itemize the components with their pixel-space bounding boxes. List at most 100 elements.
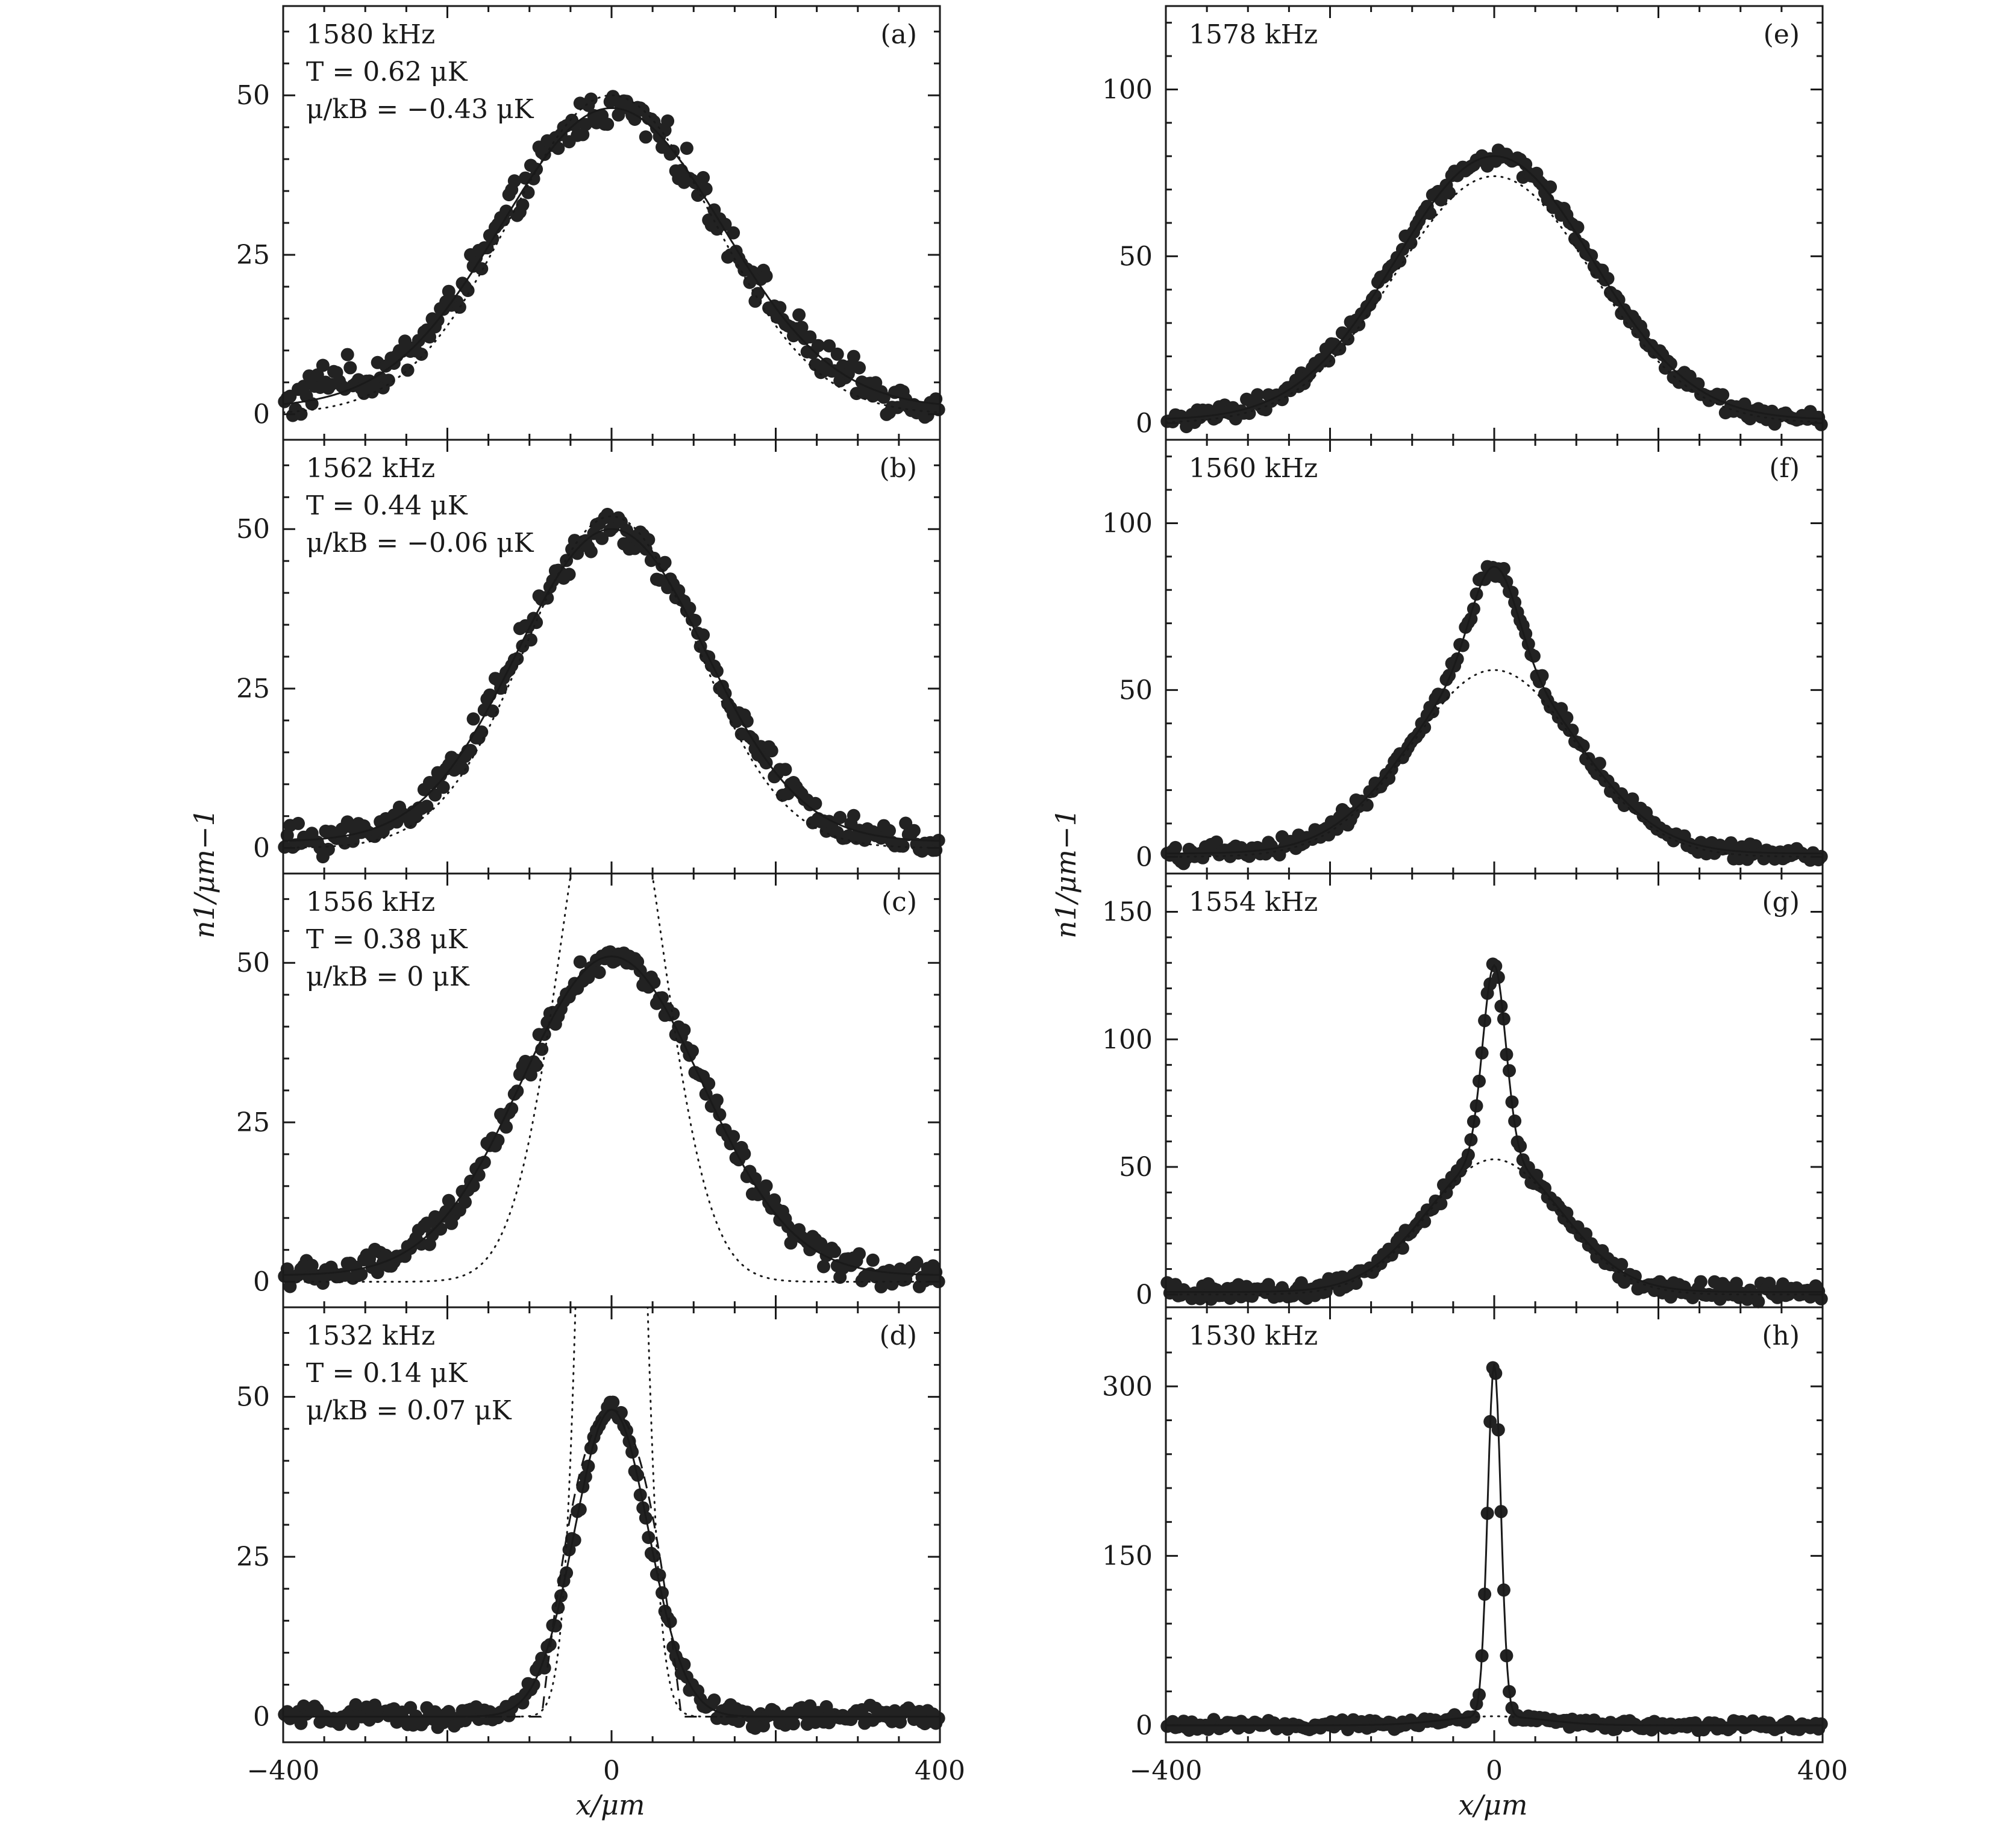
data-point (707, 1693, 721, 1707)
data-point (751, 287, 765, 301)
y-tick-label: 150 (1102, 1541, 1153, 1572)
data-point (765, 744, 778, 758)
y-axis-label-left: n1/μm−1 (188, 808, 221, 939)
data-point (499, 1120, 513, 1134)
thermal-curve-a (283, 94, 940, 413)
panel-annotation: T = 0.44 μK (306, 490, 468, 521)
data-point (642, 533, 656, 546)
data-point (1751, 1295, 1765, 1309)
data-point (461, 284, 475, 298)
data-point (822, 339, 836, 353)
data-point (847, 349, 860, 363)
data-point (294, 407, 308, 421)
data-point (505, 1102, 519, 1116)
y-tick-label: 50 (236, 80, 270, 111)
data-point (305, 1259, 319, 1272)
y-tick-label: 0 (253, 1702, 270, 1733)
data-point (683, 601, 697, 615)
data-point (507, 174, 521, 188)
data-point (1814, 417, 1828, 431)
data-point (466, 712, 480, 726)
data-point (537, 148, 551, 161)
data-point (737, 1147, 751, 1161)
data-point (562, 567, 576, 581)
data-point (833, 811, 847, 824)
data-point (354, 1268, 368, 1281)
panel-label: (d) (880, 1321, 918, 1351)
x-axis-label-right: x/μm (1459, 1789, 1528, 1821)
data-point (371, 1266, 384, 1280)
panels: 0 25 50 1580 kHz T = 0.62 μK μ/kB = −0.43 μK (… (236, 5, 1848, 1786)
panel-label: (b) (880, 453, 918, 484)
data-point (499, 204, 513, 218)
data-point (680, 142, 693, 155)
data-point (1349, 1277, 1363, 1290)
data-point (573, 955, 587, 969)
panel-annotation: 1578 kHz (1189, 19, 1318, 50)
data-point (830, 347, 844, 361)
y-tick-label: 0 (1136, 842, 1153, 872)
data-point (636, 1501, 650, 1515)
data-point (795, 320, 809, 334)
data-point (595, 531, 609, 545)
data-point (702, 1077, 716, 1090)
data-point (787, 1717, 800, 1731)
data-point (792, 308, 806, 322)
data-point (1210, 835, 1223, 849)
panel-f: 0 50 100 1560 kHz (f) (1102, 439, 1828, 875)
fit-curve-a (283, 107, 940, 405)
data-point (727, 226, 740, 240)
panel-label: (a) (880, 19, 917, 50)
data-point (658, 555, 672, 569)
y-tick-label: 0 (253, 399, 270, 430)
data-point (1664, 357, 1677, 371)
data-point (639, 130, 653, 144)
data-point (759, 269, 773, 283)
data-point (633, 1488, 647, 1502)
data-point (1694, 1275, 1708, 1289)
data-point (524, 633, 537, 647)
data-point (642, 1531, 656, 1544)
data-point (883, 824, 896, 837)
x-tick-label: −400 (1130, 1756, 1203, 1786)
data-point (817, 1260, 830, 1274)
x-tick-label: 0 (603, 1756, 620, 1786)
data-point (573, 1502, 587, 1516)
fit-curve-c (283, 955, 940, 1276)
data-point (475, 725, 489, 739)
data-point (891, 401, 904, 414)
panel-annotation: 1562 kHz (306, 453, 435, 484)
y-tick-label: 0 (1136, 1280, 1153, 1310)
y-tick-label: 25 (236, 1107, 270, 1138)
panel-annotation: 1580 kHz (306, 19, 435, 50)
fit-curve-e (1166, 155, 1823, 420)
panel-a: 0 25 50 1580 kHz T = 0.62 μK μ/kB = −0.43 μK (… (236, 5, 945, 441)
data-point (1565, 724, 1579, 737)
y-tick-label: 0 (253, 1267, 270, 1298)
data-point (759, 756, 773, 770)
panel-annotation: μ/kB = −0.06 μK (306, 528, 534, 558)
panel-annotation: μ/kB = −0.43 μK (306, 94, 534, 125)
data-point (1494, 999, 1508, 1013)
x-tick-label: −400 (247, 1756, 320, 1786)
data-point (866, 1253, 880, 1267)
data-point (343, 361, 357, 375)
data-point (697, 628, 710, 642)
x-tick-label: 0 (1486, 1756, 1503, 1786)
data-point (321, 842, 335, 856)
thermal-curve-e (1166, 175, 1823, 424)
data-point (803, 330, 817, 344)
panel-annotation: μ/kB = 0.07 μK (306, 1395, 512, 1426)
y-axis-label-right: n1/μm−1 (1050, 808, 1082, 939)
fit-curve-h (1166, 1363, 1823, 1727)
data-point (1762, 1277, 1776, 1290)
panel-annotation: 1532 kHz (306, 1321, 435, 1351)
y-tick-label: 25 (236, 674, 270, 704)
panel-annotation: 1530 kHz (1189, 1321, 1318, 1351)
data-point (1395, 1241, 1409, 1255)
fit-curve-b (283, 528, 940, 842)
data-point (896, 839, 910, 853)
data-point (584, 545, 598, 558)
data-point (292, 816, 305, 830)
